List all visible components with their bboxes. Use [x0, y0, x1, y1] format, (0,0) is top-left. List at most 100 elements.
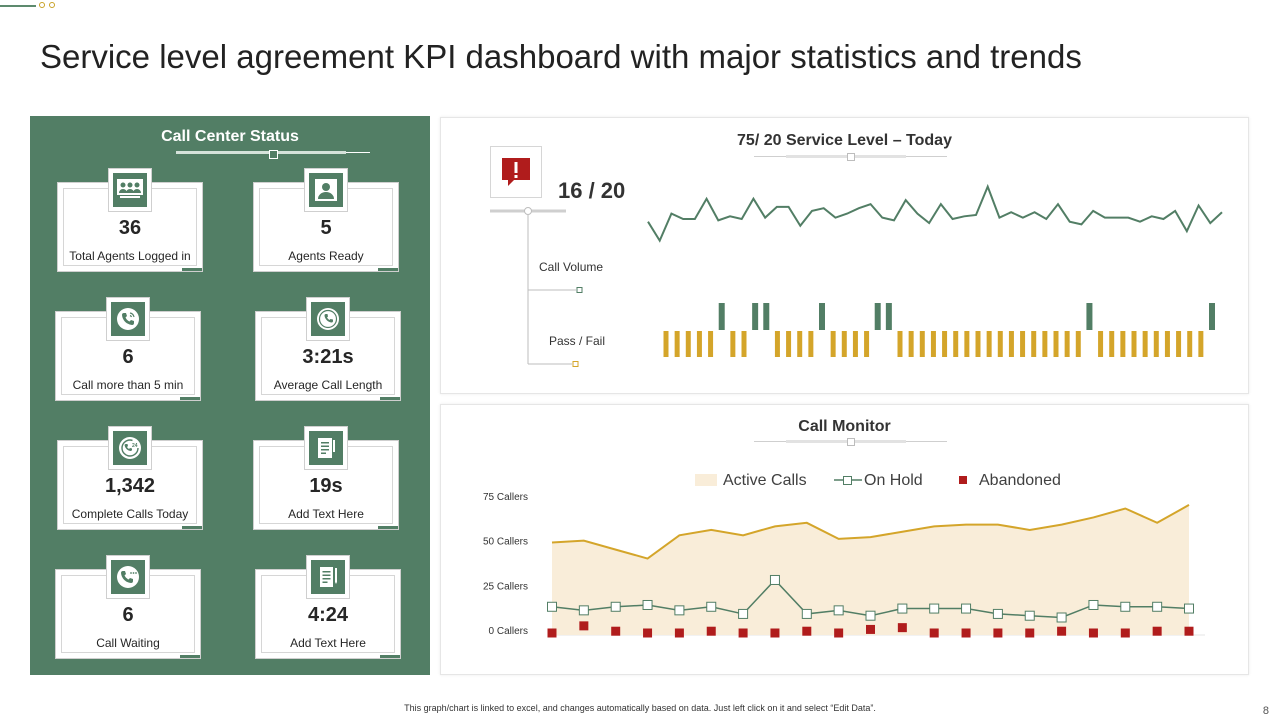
- footer-note: This graph/chart is linked to excel, and…: [404, 703, 876, 713]
- fail-bar: [696, 331, 702, 357]
- on-hold-marker: [961, 603, 972, 614]
- on-hold-marker: [578, 605, 589, 616]
- service-level-title: 75/ 20 Service Level – Today: [737, 132, 952, 149]
- fail-bar: [908, 331, 914, 357]
- abandoned-marker: [674, 628, 684, 638]
- agents-group-icon: [108, 168, 152, 212]
- abandoned-marker: [993, 628, 1003, 638]
- fail-bar: [975, 331, 981, 357]
- call-volume-line: [647, 183, 1223, 243]
- kpi-label: Add Text Here: [290, 636, 366, 650]
- abandoned-marker: [866, 624, 875, 634]
- fail-bar: [797, 331, 803, 357]
- panel-title: Call Center Status: [161, 128, 299, 145]
- fail-bar: [1109, 331, 1115, 357]
- abandoned-marker: [738, 628, 748, 638]
- user-icon: [304, 168, 348, 212]
- abandoned-marker: [802, 626, 812, 636]
- fail-bar: [808, 331, 814, 357]
- abandoned-marker: [897, 623, 907, 633]
- fail-bar: [830, 331, 836, 357]
- kpi-value: 19s: [309, 475, 343, 497]
- alert-icon: [490, 146, 542, 198]
- abandoned-marker: [611, 626, 621, 636]
- kpi-value: 5: [320, 217, 332, 239]
- on-hold-marker: [1088, 599, 1099, 610]
- call-center-status-panel: Call Center Status 36 Total Agents Logge…: [30, 116, 430, 675]
- on-hold-marker: [706, 601, 717, 612]
- pass-bar: [1209, 303, 1215, 330]
- y-tick-label: 50 Callers: [483, 537, 528, 548]
- on-hold-marker: [1024, 610, 1035, 621]
- on-hold-marker: [1056, 612, 1067, 623]
- on-hold-marker: [674, 605, 685, 616]
- abandoned-marker: [1152, 626, 1162, 636]
- pass-bar: [752, 303, 759, 330]
- fail-bar: [930, 331, 936, 357]
- kpi-card-complete-calls-today: 24 1,342 Complete Calls Today: [57, 426, 203, 530]
- fail-bar: [997, 331, 1003, 357]
- kpi-value: 4:24: [307, 604, 349, 626]
- abandoned-marker: [1025, 628, 1035, 638]
- kpi-value: 6: [122, 604, 134, 626]
- panel-title-knob: [269, 150, 278, 159]
- on-hold-marker: [610, 601, 621, 612]
- fail-bar: [1198, 331, 1204, 357]
- top-decoration-line: [0, 5, 36, 7]
- abandoned-marker: [579, 621, 589, 631]
- kpi-card-agents-ready: 5 Agents Ready: [253, 168, 399, 272]
- pass-bar: [819, 303, 825, 330]
- abandoned-marker: [547, 628, 557, 638]
- abandoned-marker: [1184, 626, 1194, 636]
- pass-bar: [718, 303, 725, 330]
- kpi-value: 1,342: [104, 475, 156, 497]
- fail-bar: [986, 331, 992, 357]
- kpi-label: Add Text Here: [288, 507, 364, 521]
- fail-bar: [897, 331, 903, 357]
- kpi-card-average-call-length: 3:21s Average Call Length: [255, 297, 401, 401]
- abandoned-marker: [1120, 628, 1130, 638]
- fail-bar: [741, 331, 747, 357]
- on-hold-marker: [929, 603, 940, 614]
- kpi-card-add-text-1: 19s Add Text Here: [253, 426, 399, 530]
- document-icon: [304, 426, 348, 470]
- fail-bar: [774, 331, 780, 357]
- fail-bar: [953, 331, 959, 357]
- kpi-value: 3:21s: [302, 346, 354, 368]
- on-hold-marker: [642, 599, 653, 610]
- fail-bar: [1042, 331, 1048, 357]
- fail-bar: [919, 331, 925, 357]
- abandoned-marker: [1057, 626, 1067, 636]
- legend-abandoned-label: Abandoned: [979, 472, 1061, 489]
- on-hold-marker: [1152, 601, 1163, 612]
- phone-call-icon: [106, 297, 150, 341]
- phone-waiting-icon: [106, 555, 150, 599]
- phone-clock-icon: [306, 297, 350, 341]
- legend-active-calls-swatch: [695, 474, 717, 486]
- abandoned-marker: [643, 628, 653, 638]
- fail-bar: [1020, 331, 1026, 357]
- pass-bar: [885, 303, 892, 330]
- y-tick-label: 25 Callers: [483, 581, 528, 592]
- phone-24-icon: 24: [108, 426, 152, 470]
- on-hold-marker: [769, 574, 780, 585]
- fail-bar: [1164, 331, 1170, 357]
- document-pen-icon: [306, 555, 350, 599]
- pass-fail-label: Pass / Fail: [549, 334, 606, 348]
- abandoned-marker: [1088, 628, 1098, 638]
- fail-bar: [1075, 331, 1081, 357]
- fail-bar: [1131, 331, 1137, 357]
- kpi-card-call-waiting: 6 Call Waiting: [55, 555, 201, 659]
- y-tick-label: 75 Callers: [483, 492, 528, 503]
- kpi-card-add-text-2: 4:24 Add Text Here: [255, 555, 401, 659]
- legend-on-hold-label: On Hold: [864, 472, 923, 489]
- on-hold-marker: [865, 610, 876, 621]
- fail-bar: [708, 331, 714, 357]
- on-hold-marker: [547, 601, 557, 612]
- on-hold-marker: [1120, 601, 1131, 612]
- fail-bar: [864, 331, 870, 357]
- pass-bar: [1086, 303, 1093, 330]
- on-hold-marker: [1184, 603, 1194, 614]
